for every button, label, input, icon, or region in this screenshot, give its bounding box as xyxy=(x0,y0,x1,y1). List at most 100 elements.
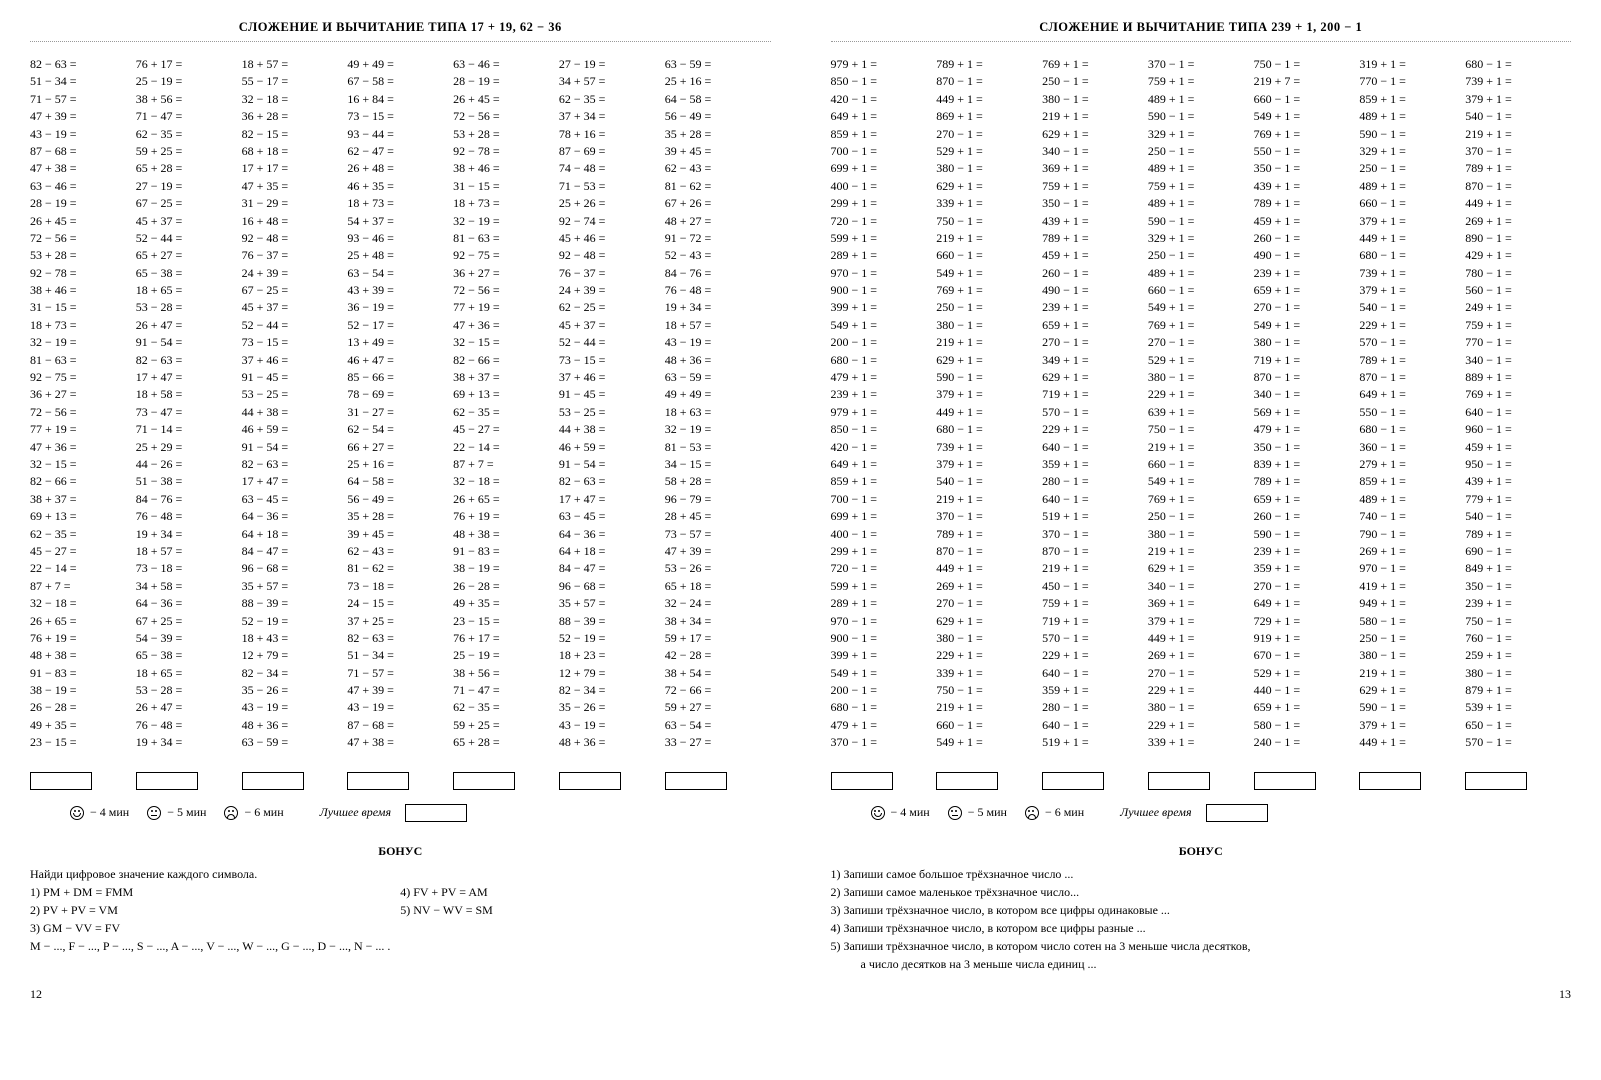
problem-cell: 970 − 1 = xyxy=(831,613,937,630)
problem-cell: 63 − 46 = xyxy=(30,178,136,195)
problem-cell: 870 − 1 = xyxy=(1042,543,1148,560)
problem-cell: 549 + 1 = xyxy=(1254,317,1360,334)
problem-cell: 750 − 1 = xyxy=(936,213,1042,230)
problem-cell: 39 + 45 = xyxy=(665,143,771,160)
problem-cell: 240 − 1 = xyxy=(1254,734,1360,751)
answer-box[interactable] xyxy=(559,772,621,790)
problem-cell: 32 − 18 = xyxy=(242,91,348,108)
problem-cell: 18 + 73 = xyxy=(30,317,136,334)
answer-box[interactable] xyxy=(347,772,409,790)
best-time-box[interactable] xyxy=(405,804,467,822)
problem-cell: 519 + 1 = xyxy=(1042,508,1148,525)
answer-box[interactable] xyxy=(1148,772,1210,790)
problem-cell: 289 + 1 = xyxy=(831,595,937,612)
problem-cell: 68 + 18 = xyxy=(242,143,348,160)
problem-cell: 37 + 46 = xyxy=(559,369,665,386)
problem-cell: 23 − 15 = xyxy=(453,613,559,630)
problem-cell: 52 − 44 = xyxy=(136,230,242,247)
problems-column: 789 + 1 =870 − 1 =449 + 1 =869 + 1 =270 … xyxy=(936,56,1042,752)
problem-cell: 32 − 24 = xyxy=(665,595,771,612)
problem-cell: 350 − 1 = xyxy=(1254,439,1360,456)
problem-cell: 270 − 1 = xyxy=(1254,578,1360,595)
problem-cell: 659 + 1 = xyxy=(1042,317,1148,334)
problem-cell: 56 − 49 = xyxy=(347,491,453,508)
problem-cell: 339 + 1 = xyxy=(936,195,1042,212)
smile-icon xyxy=(70,806,84,820)
answer-box[interactable] xyxy=(1254,772,1316,790)
bonus-title: БОНУС xyxy=(30,844,771,859)
problem-cell: 580 − 1 = xyxy=(1359,613,1465,630)
problem-cell: 62 − 35 = xyxy=(136,126,242,143)
problem-cell: 38 + 37 = xyxy=(453,369,559,386)
problem-cell: 459 + 1 = xyxy=(1465,439,1571,456)
problem-cell: 529 + 1 = xyxy=(1148,352,1254,369)
problem-cell: 51 − 34 = xyxy=(347,647,453,664)
answer-box[interactable] xyxy=(136,772,198,790)
problem-cell: 400 − 1 = xyxy=(831,526,937,543)
problem-cell: 549 + 1 = xyxy=(831,317,937,334)
problem-cell: 24 + 39 = xyxy=(559,282,665,299)
best-time-label: Лучшее время xyxy=(1120,805,1191,820)
problem-cell: 540 − 1 = xyxy=(1465,108,1571,125)
problem-cell: 73 − 18 = xyxy=(136,560,242,577)
problem-cell: 270 − 1 = xyxy=(936,595,1042,612)
bonus-line: 3) GM − VV = FV xyxy=(30,919,400,937)
bonus-line: 5) NV − WV = SM xyxy=(400,901,770,919)
problem-cell: 219 + 1 = xyxy=(1359,665,1465,682)
answer-box[interactable] xyxy=(665,772,727,790)
problem-cell: 250 − 1 = xyxy=(1359,160,1465,177)
answer-box[interactable] xyxy=(1359,772,1421,790)
problem-cell: 47 + 36 = xyxy=(453,317,559,334)
problem-cell: 359 + 1 = xyxy=(1042,456,1148,473)
problem-cell: 359 + 1 = xyxy=(1042,682,1148,699)
problem-cell: 53 − 28 = xyxy=(136,682,242,699)
problem-cell: 69 + 13 = xyxy=(453,386,559,403)
problem-cell: 680 − 1 = xyxy=(831,699,937,716)
problem-cell: 31 − 29 = xyxy=(242,195,348,212)
problem-cell: 96 − 68 = xyxy=(242,560,348,577)
problem-cell: 869 + 1 = xyxy=(936,108,1042,125)
problem-cell: 479 + 1 = xyxy=(1254,421,1360,438)
problem-cell: 62 − 43 = xyxy=(665,160,771,177)
problem-cell: 52 − 19 = xyxy=(242,613,348,630)
problem-cell: 340 − 1 = xyxy=(1148,578,1254,595)
problem-cell: 680 − 1 = xyxy=(1359,247,1465,264)
answer-box[interactable] xyxy=(936,772,998,790)
answer-box[interactable] xyxy=(453,772,515,790)
best-time-box[interactable] xyxy=(1206,804,1268,822)
problem-cell: 769 + 1 = xyxy=(1042,56,1148,73)
problem-cell: 759 + 1 = xyxy=(1148,178,1254,195)
problem-cell: 590 − 1 = xyxy=(1148,213,1254,230)
problem-cell: 63 − 45 = xyxy=(242,491,348,508)
problem-cell: 439 + 1 = xyxy=(1254,178,1360,195)
problem-cell: 739 + 1 = xyxy=(1359,265,1465,282)
problem-cell: 65 + 28 = xyxy=(136,160,242,177)
answer-box[interactable] xyxy=(30,772,92,790)
problem-cell: 979 + 1 = xyxy=(831,404,937,421)
problem-cell: 43 − 19 = xyxy=(559,717,665,734)
problem-cell: 549 + 1 = xyxy=(1254,108,1360,125)
problem-cell: 65 + 18 = xyxy=(665,578,771,595)
problem-cell: 59 + 27 = xyxy=(665,699,771,716)
problem-cell: 269 + 1 = xyxy=(1148,647,1254,664)
problem-cell: 38 − 19 = xyxy=(30,682,136,699)
problem-cell: 370 − 1 = xyxy=(936,508,1042,525)
answer-box[interactable] xyxy=(831,772,893,790)
problem-cell: 419 + 1 = xyxy=(1359,578,1465,595)
answer-box[interactable] xyxy=(242,772,304,790)
problems-column: 63 − 46 =28 − 19 =26 + 45 =72 − 56 =53 +… xyxy=(453,56,559,752)
problem-cell: 570 − 1 = xyxy=(1042,404,1148,421)
problem-cell: 720 − 1 = xyxy=(831,213,937,230)
problem-cell: 699 + 1 = xyxy=(831,508,937,525)
problem-cell: 18 + 23 = xyxy=(559,647,665,664)
answer-box[interactable] xyxy=(1465,772,1527,790)
problem-cell: 45 + 37 = xyxy=(559,317,665,334)
problem-cell: 870 − 1 = xyxy=(1465,178,1571,195)
problem-cell: 63 − 59 = xyxy=(665,56,771,73)
answer-box[interactable] xyxy=(1042,772,1104,790)
problem-cell: 82 − 34 = xyxy=(242,665,348,682)
problem-cell: 370 − 1 = xyxy=(1465,143,1571,160)
problem-cell: 870 − 1 = xyxy=(936,73,1042,90)
problem-cell: 92 − 75 = xyxy=(30,369,136,386)
problem-cell: 629 + 1 = xyxy=(1148,560,1254,577)
